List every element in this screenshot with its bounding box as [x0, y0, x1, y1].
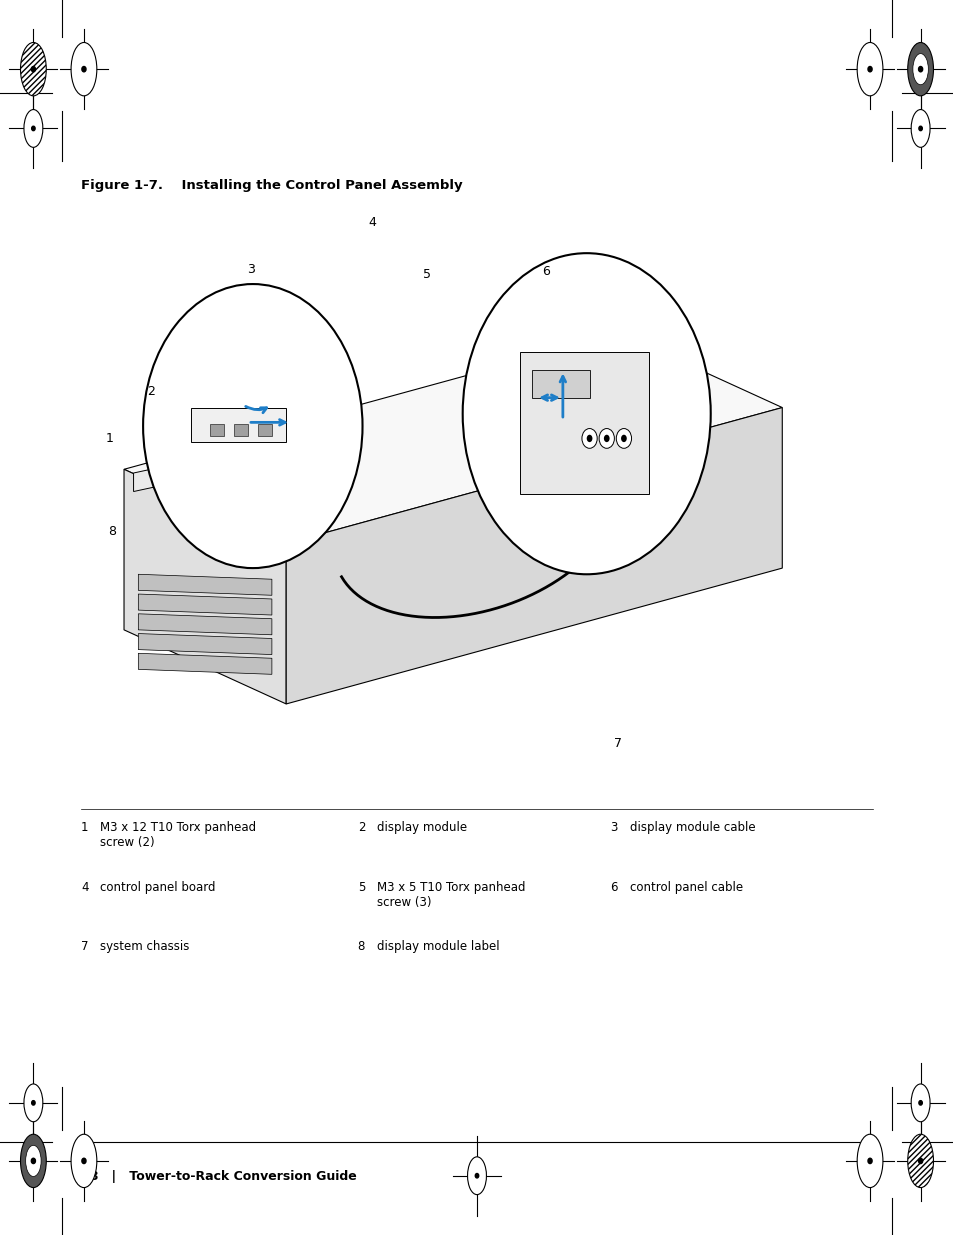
FancyBboxPatch shape: [532, 370, 589, 398]
Text: control panel board: control panel board: [100, 881, 215, 894]
Text: display module cable: display module cable: [629, 821, 755, 835]
Ellipse shape: [24, 110, 43, 147]
Circle shape: [31, 67, 35, 72]
Polygon shape: [138, 614, 272, 635]
Circle shape: [918, 67, 922, 72]
Circle shape: [462, 253, 710, 574]
Text: 6: 6: [610, 881, 618, 894]
Ellipse shape: [71, 1134, 97, 1188]
Ellipse shape: [906, 1134, 932, 1188]
FancyBboxPatch shape: [519, 352, 648, 494]
FancyBboxPatch shape: [233, 424, 248, 436]
Text: 2: 2: [147, 385, 154, 398]
Polygon shape: [138, 574, 272, 595]
Ellipse shape: [906, 42, 932, 96]
Text: 3: 3: [610, 821, 618, 835]
Circle shape: [598, 429, 614, 448]
Ellipse shape: [21, 1134, 47, 1188]
Circle shape: [616, 429, 631, 448]
Circle shape: [31, 1158, 35, 1163]
Polygon shape: [124, 469, 286, 704]
Ellipse shape: [910, 1084, 929, 1121]
Text: 8: 8: [109, 525, 116, 537]
Text: 7: 7: [614, 737, 621, 750]
Polygon shape: [138, 634, 272, 655]
Circle shape: [31, 126, 35, 131]
Circle shape: [475, 1173, 478, 1178]
Text: 8: 8: [357, 940, 365, 953]
Circle shape: [581, 429, 597, 448]
Circle shape: [31, 1100, 35, 1105]
Circle shape: [918, 1158, 922, 1163]
Ellipse shape: [71, 42, 97, 96]
Text: M3 x 12 T10 Torx panhead
screw (2): M3 x 12 T10 Torx panhead screw (2): [100, 821, 256, 850]
Text: 5: 5: [423, 268, 431, 280]
Text: 7: 7: [81, 940, 89, 953]
Circle shape: [143, 284, 362, 568]
Text: 6: 6: [541, 266, 549, 278]
Circle shape: [82, 67, 86, 72]
Circle shape: [586, 435, 592, 442]
Text: display module label: display module label: [376, 940, 499, 953]
Polygon shape: [138, 653, 272, 674]
Text: M3 x 5 T10 Torx panhead
screw (3): M3 x 5 T10 Torx panhead screw (3): [376, 881, 525, 909]
Ellipse shape: [21, 42, 47, 96]
Polygon shape: [138, 594, 272, 615]
Circle shape: [620, 435, 626, 442]
Ellipse shape: [467, 1157, 486, 1194]
Ellipse shape: [856, 1134, 882, 1188]
FancyBboxPatch shape: [257, 424, 272, 436]
Circle shape: [918, 126, 922, 131]
Ellipse shape: [856, 42, 882, 96]
Text: control panel cable: control panel cable: [629, 881, 742, 894]
FancyBboxPatch shape: [210, 424, 224, 436]
Polygon shape: [286, 408, 781, 704]
Text: 1: 1: [106, 432, 113, 445]
Text: system chassis: system chassis: [100, 940, 190, 953]
Text: 5: 5: [357, 881, 365, 894]
Text: 4: 4: [368, 216, 375, 228]
Ellipse shape: [910, 110, 929, 147]
Text: Figure 1-7.    Installing the Control Panel Assembly: Figure 1-7. Installing the Control Panel…: [81, 179, 462, 193]
Text: 3: 3: [247, 263, 254, 275]
Circle shape: [867, 67, 871, 72]
Circle shape: [867, 1158, 871, 1163]
Ellipse shape: [26, 1145, 41, 1177]
Polygon shape: [133, 436, 305, 492]
Text: 2: 2: [357, 821, 365, 835]
Text: 1: 1: [81, 821, 89, 835]
Circle shape: [918, 1100, 922, 1105]
Text: display module: display module: [376, 821, 466, 835]
Ellipse shape: [24, 1084, 43, 1121]
Text: 4: 4: [81, 881, 89, 894]
Circle shape: [603, 435, 609, 442]
Circle shape: [82, 1158, 86, 1163]
Polygon shape: [124, 333, 781, 543]
Ellipse shape: [912, 53, 927, 85]
FancyBboxPatch shape: [191, 408, 286, 442]
Text: 18   |   Tower-to-Rack Conversion Guide: 18 | Tower-to-Rack Conversion Guide: [81, 1170, 356, 1183]
